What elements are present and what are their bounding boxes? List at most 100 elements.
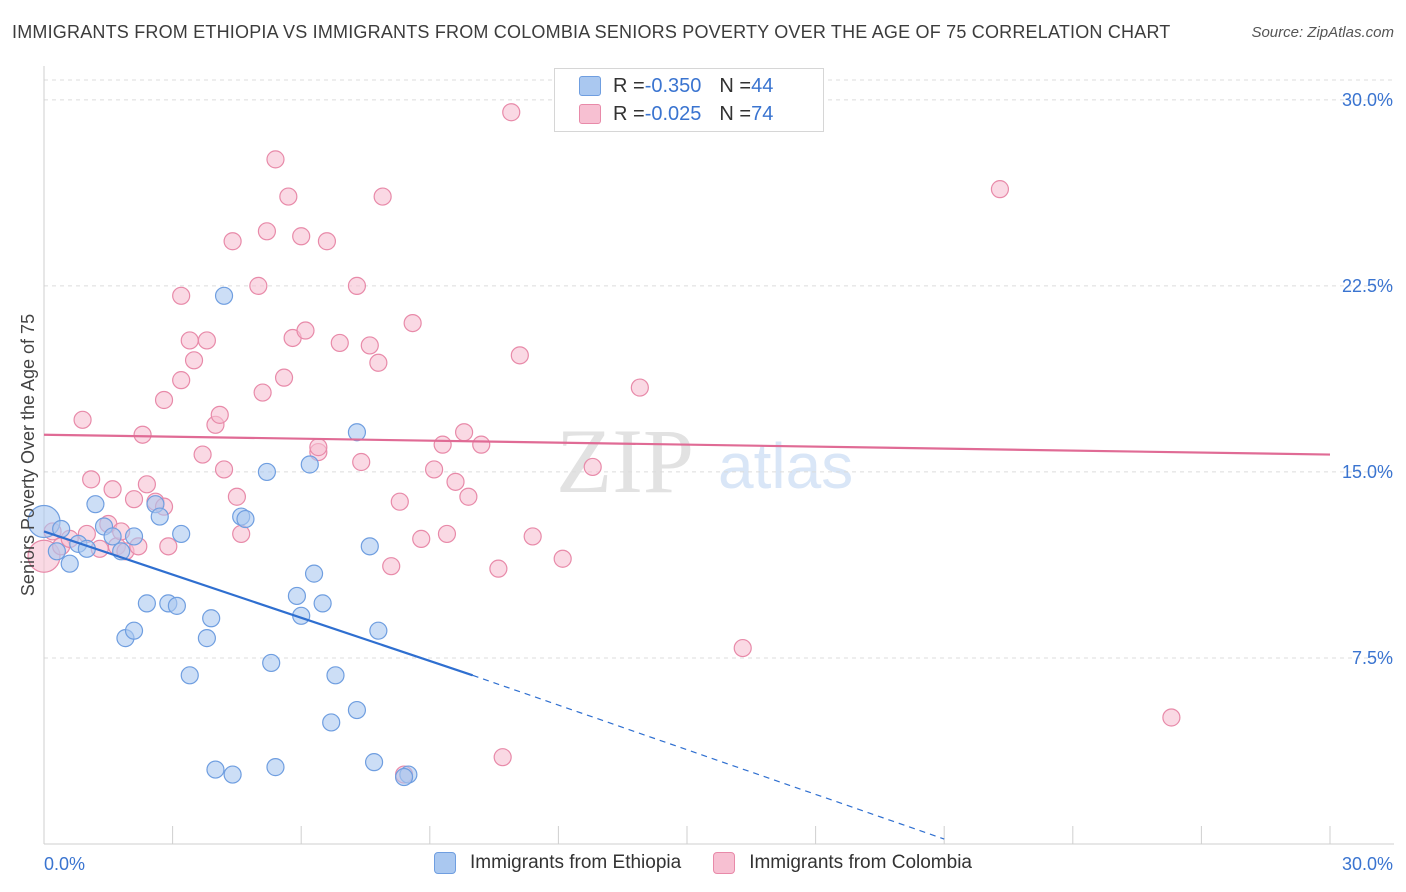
legend-n-value: 44	[751, 74, 774, 97]
y-tick-label: 30.0%	[1342, 90, 1393, 110]
colombia-point	[390, 492, 409, 511]
colombia-point	[437, 524, 457, 544]
colombia-point	[583, 457, 602, 477]
ethiopia-point	[262, 653, 281, 673]
colombia-point	[352, 452, 371, 472]
ethiopia-point	[360, 537, 379, 556]
ethiopia-point	[347, 700, 367, 720]
legend-row-colombia: R = -0.025 N = 74	[579, 101, 773, 127]
ethiopia-point	[172, 524, 191, 544]
colombia-point	[403, 313, 422, 333]
colombia-point	[133, 425, 152, 444]
y-tick-label: 15.0%	[1342, 462, 1393, 482]
legend-r-value: -0.350	[644, 74, 702, 97]
colombia-point	[253, 383, 272, 402]
x-tick-label-min: 0.0%	[44, 854, 85, 874]
legend-swatch-colombia	[579, 104, 601, 124]
colombia-point	[249, 276, 268, 295]
ethiopia-point	[369, 621, 388, 640]
ethiopia-point	[287, 586, 307, 606]
colombia-point	[82, 470, 101, 489]
colombia-point	[172, 286, 191, 305]
colombia-point	[459, 487, 478, 506]
ethiopia-point	[60, 554, 79, 573]
colombia-point	[553, 549, 572, 568]
colombia-point	[347, 276, 367, 295]
colombia-point	[184, 351, 204, 370]
x-tick-label-max: 30.0%	[1342, 854, 1393, 874]
series-label-colombia: Immigrants from Colombia	[749, 852, 972, 873]
legend-n-label: N =	[719, 102, 752, 125]
colombia-point	[193, 445, 212, 464]
colombia-point	[73, 410, 92, 429]
ethiopia-point	[124, 621, 144, 640]
colombia-point	[1162, 708, 1181, 727]
colombia-point	[472, 435, 491, 454]
colombia-point	[489, 559, 508, 578]
ethiopia-point	[236, 509, 255, 529]
colombia-point	[279, 187, 298, 206]
ethiopia-point	[137, 594, 156, 613]
ethiopia-point	[322, 713, 341, 732]
colombia-point	[369, 353, 388, 372]
legend-swatch-ethiopia	[579, 76, 601, 96]
y-tick-label: 22.5%	[1342, 276, 1393, 296]
legend-row-ethiopia: R = -0.350 N = 44	[579, 73, 773, 99]
ethiopia-point	[86, 495, 105, 514]
ethiopia-point	[266, 758, 285, 777]
colombia-point	[154, 390, 174, 410]
ethiopia-point	[214, 286, 234, 305]
colombia-trend-line	[43, 433, 1331, 456]
series-legend-ethiopia[interactable]: Immigrants from Ethiopia	[434, 852, 681, 874]
legend-n-label: N =	[719, 74, 752, 97]
colombia-point	[180, 331, 199, 350]
ethiopia-point	[326, 666, 345, 685]
colombia-point	[159, 537, 178, 556]
chart-title: IMMIGRANTS FROM ETHIOPIA VS IMMIGRANTS F…	[12, 22, 1171, 42]
y-tick-label: 7.5%	[1352, 648, 1393, 668]
colombia-point	[296, 321, 315, 340]
colombia-point	[223, 232, 242, 251]
colombia-point	[197, 331, 216, 350]
legend-r-value: -0.025	[644, 102, 702, 125]
ethiopia-point	[347, 423, 367, 442]
legend-r-label: R =	[613, 102, 645, 125]
colombia-point	[493, 748, 512, 767]
colombia-point	[309, 438, 328, 457]
colombia-point	[124, 490, 144, 509]
watermark-zip: ZIP	[556, 410, 694, 512]
ethiopia-point	[202, 609, 221, 628]
colombia-point	[412, 529, 431, 548]
colombia-point	[137, 475, 156, 494]
ethiopia-point	[103, 527, 122, 546]
colombia-point	[266, 150, 285, 169]
legend-r-label: R =	[613, 74, 645, 97]
colombia-point	[257, 222, 277, 241]
colombia-point	[172, 371, 191, 390]
ethiopia-point	[223, 765, 242, 784]
colombia-point	[990, 180, 1010, 199]
colombia-point	[523, 527, 542, 546]
ethiopia-point	[394, 767, 414, 787]
ethiopia-point	[364, 753, 384, 772]
colombia-point	[227, 487, 246, 506]
colombia-point	[424, 460, 444, 479]
colombia-point	[214, 460, 234, 479]
ethiopia-point	[304, 564, 324, 583]
series-legend-colombia[interactable]: Immigrants from Colombia	[713, 852, 972, 874]
source-label: Source: ZipAtlas.com	[1251, 24, 1394, 41]
colombia-point	[292, 227, 311, 246]
colombia-point	[317, 232, 337, 251]
ethiopia-point	[197, 629, 216, 648]
ethiopia-trend-extension	[472, 674, 945, 840]
ethiopia-point	[300, 455, 319, 474]
colombia-point	[502, 103, 521, 122]
colombia-point	[382, 557, 401, 576]
ethiopia-point	[47, 542, 66, 561]
ethiopia-point	[167, 596, 186, 615]
colombia-point	[373, 187, 392, 206]
series-legend: Immigrants from Ethiopia Immigrants from…	[0, 852, 1406, 874]
series-label-ethiopia: Immigrants from Ethiopia	[470, 852, 682, 873]
y-axis-label: Seniors Poverty Over the Age of 75	[18, 314, 38, 596]
